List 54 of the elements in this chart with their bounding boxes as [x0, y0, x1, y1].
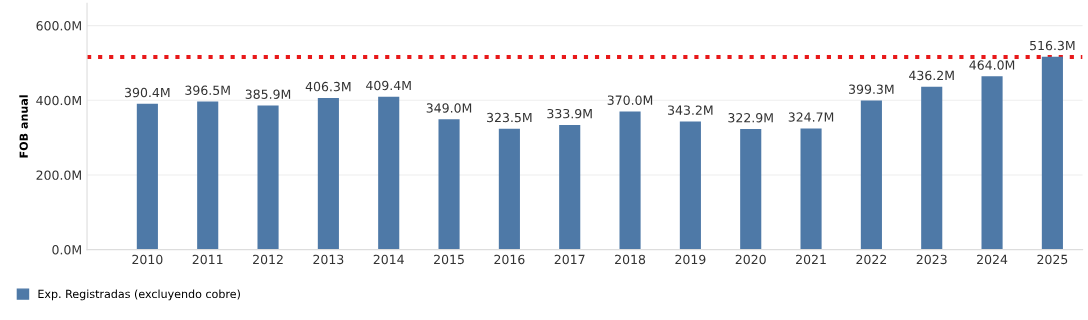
x-tick-label: 2023 [916, 254, 947, 265]
data-label: 343.2M [668, 105, 713, 115]
bar [136, 103, 158, 250]
bar [498, 128, 520, 250]
x-tick-label: 2015 [434, 254, 464, 265]
data-label: 390.4M [125, 87, 170, 98]
y-axis-title: FOB anual [19, 95, 28, 158]
data-label: 406.3M [305, 81, 351, 92]
y-tick-label: 600.0M [36, 21, 81, 31]
x-tick-label: 2014 [373, 254, 404, 265]
bar [740, 129, 762, 250]
x-tick-label: 2020 [735, 254, 766, 265]
bar [257, 105, 279, 250]
data-label: 323.5M [487, 112, 532, 123]
data-label: 409.4M [366, 80, 411, 91]
x-tick-label: 2010 [132, 254, 163, 265]
legend-label: Exp. Registradas (excluyendo cobre) [38, 289, 240, 301]
data-label: 396.5M [185, 85, 230, 95]
bar [921, 86, 943, 250]
x-tick-label: 2024 [977, 254, 1008, 265]
data-label: 464.0M [969, 60, 1015, 70]
data-label: 436.2M [909, 70, 954, 81]
x-tick-label: 2011 [192, 254, 223, 265]
bar [860, 100, 882, 250]
x-tick-label: 2012 [253, 254, 283, 265]
bar [378, 96, 400, 250]
data-label: 516.3M [1030, 40, 1075, 51]
x-tick-label: 2016 [494, 254, 525, 265]
bar [981, 76, 1003, 250]
bar [800, 128, 822, 250]
data-label: 370.0M [607, 95, 653, 105]
x-tick-label: 2018 [615, 254, 646, 265]
bar [317, 97, 339, 250]
bar [1041, 56, 1063, 250]
data-label: 324.7M [788, 112, 834, 122]
data-label: 333.9M [547, 108, 592, 119]
data-label: 322.9M [728, 113, 773, 123]
y-tick-label: 0.0M [52, 245, 81, 255]
data-label: 385.9M [245, 89, 291, 99]
bar [438, 119, 460, 250]
data-label: 399.3M [849, 84, 894, 94]
data-label: 349.0M [426, 103, 472, 113]
bar [197, 101, 219, 250]
bar [559, 124, 581, 250]
x-tick-label: 2025 [1037, 254, 1068, 265]
x-tick-label: 2019 [675, 254, 706, 265]
x-tick-label: 2017 [554, 254, 585, 265]
y-tick-label: 400.0M [36, 95, 81, 106]
y-tick-label: 200.0M [36, 170, 81, 180]
x-tick-label: 2013 [313, 254, 344, 265]
bar [619, 111, 641, 250]
bar [679, 121, 701, 250]
x-tick-label: 2022 [856, 254, 887, 265]
x-tick-label: 2021 [796, 254, 826, 265]
